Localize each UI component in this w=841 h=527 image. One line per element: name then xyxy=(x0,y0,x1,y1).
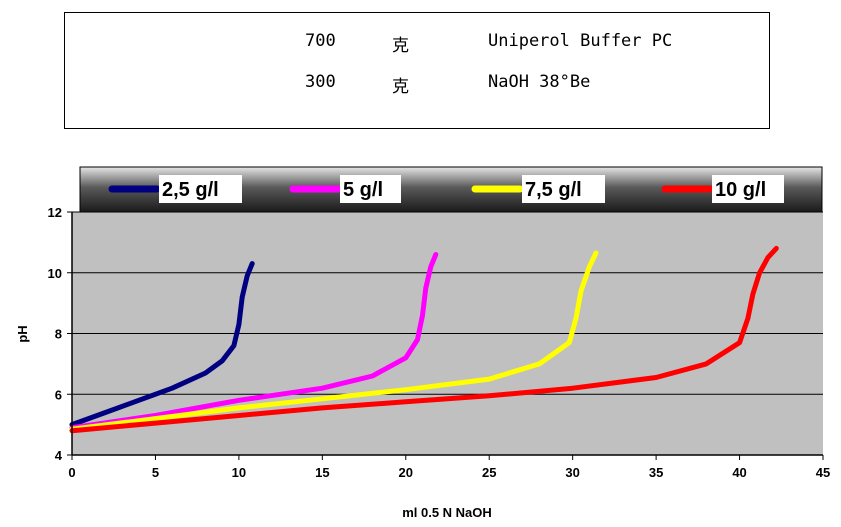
y-tick-label: 8 xyxy=(55,327,62,342)
legend-label: 7,5 g/l xyxy=(525,179,582,201)
x-tick-label: 30 xyxy=(565,465,579,480)
x-tick-label: 40 xyxy=(732,465,746,480)
x-tick-label: 35 xyxy=(649,465,663,480)
y-tick-label: 6 xyxy=(55,387,62,402)
x-tick-label: 0 xyxy=(68,465,75,480)
legend-label: 5 g/l xyxy=(343,179,383,201)
x-tick-label: 15 xyxy=(315,465,329,480)
x-tick-label: 20 xyxy=(399,465,413,480)
y-tick-label: 10 xyxy=(48,266,62,281)
legend-label: 10 g/l xyxy=(715,179,766,201)
x-tick-label: 45 xyxy=(816,465,830,480)
y-tick-label: 12 xyxy=(48,205,62,220)
legend: 2,5 g/l 5 g/l 7,5 g/l 10 g/l xyxy=(80,167,822,212)
x-axis-title: ml 0.5 N NaOH xyxy=(402,505,492,520)
y-tick-label: 4 xyxy=(55,448,63,463)
x-tick-label: 5 xyxy=(152,465,159,480)
y-axis-title: pH xyxy=(15,325,30,342)
x-tick-label: 25 xyxy=(482,465,496,480)
x-tick-label: 10 xyxy=(232,465,246,480)
legend-label: 2,5 g/l xyxy=(162,179,219,201)
